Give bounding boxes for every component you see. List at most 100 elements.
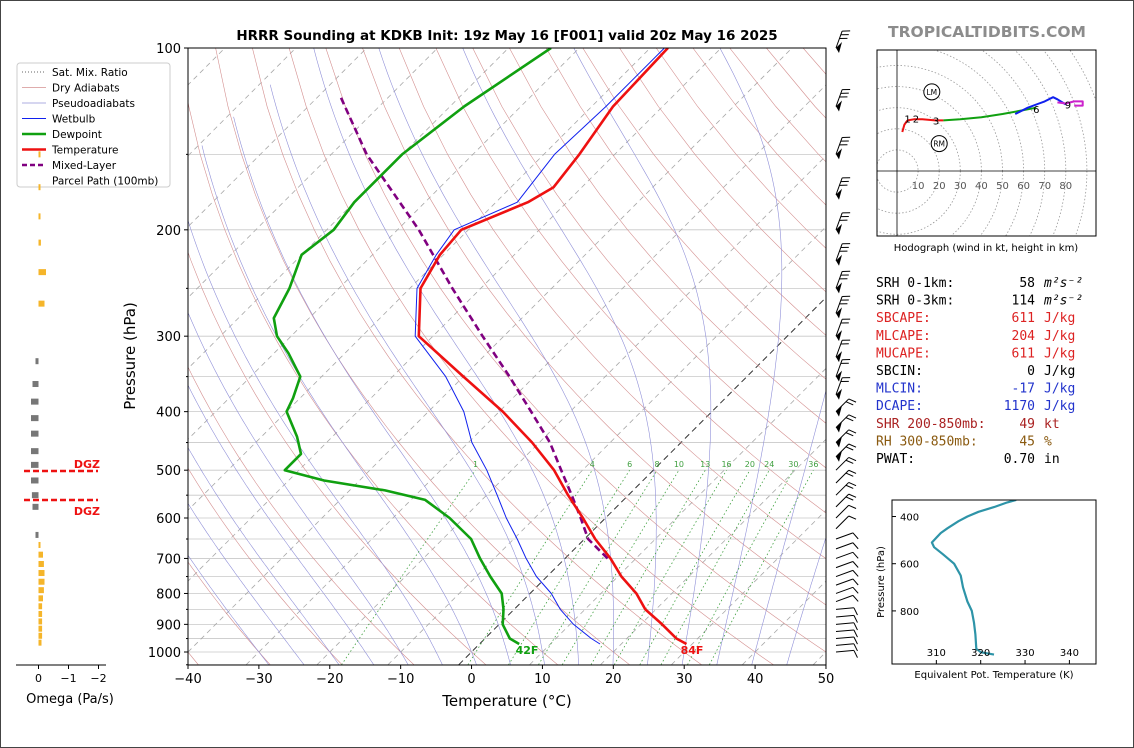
omega-tick-label: 0 [35, 672, 42, 685]
y-tick-label: 800 [156, 587, 181, 602]
y-tick-label: 500 [156, 464, 181, 479]
hodograph-panel: 10 20 30 40 50 60 70 80 1 2 3 6 9 LM RM Hodograph (wi… [876, 49, 1097, 254]
wind-barb-feather [845, 417, 854, 422]
wind-barb-staff [835, 271, 843, 289]
wind-barb-feather [852, 595, 859, 602]
legend-item: Parcel Path (100mb) [52, 176, 158, 188]
legend-items: Sat. Mix. Ratio Dry Adiabats Pseudoadiabat… [22, 67, 158, 188]
y-tick-label: 200 [156, 224, 181, 239]
param-value: 58 [1019, 276, 1035, 291]
x-tick-label: −20 [316, 672, 343, 687]
hodograph-height-label: 6 [1033, 105, 1039, 116]
legend-box [16, 62, 171, 188]
y-tick-label: 1000 [148, 646, 181, 661]
wind-barb-flag [836, 421, 842, 433]
wind-barb-flag [836, 254, 842, 266]
mixing-ratio-label: 20 [745, 460, 755, 469]
param-name: DCAPE: [876, 399, 923, 414]
skewt-grid: 1 4 6 8 10 13 16 20 24 30 36 [188, 48, 826, 665]
profile-dewpoint [272, 48, 552, 646]
theta-e-y-tick-label: 800 [900, 607, 919, 618]
wind-barb-staff [835, 243, 843, 261]
x-tick-label: 10 [534, 672, 551, 687]
mixing-ratio-label: 16 [721, 460, 731, 469]
wind-barb-staff [835, 578, 854, 586]
wind-barb-flag [836, 188, 842, 200]
wind-barb-staff [835, 551, 854, 559]
wind-barb-feather [848, 504, 857, 509]
wind-barb-staff [835, 532, 854, 540]
wind-barb [835, 212, 851, 235]
isotherm [458, 296, 826, 665]
wind-barb-feather [848, 481, 857, 487]
moist-adiabat [188, 446, 340, 665]
wind-barb-flag [836, 388, 842, 400]
wind-barb-staff [835, 137, 843, 155]
surface-dew-label: 42F [516, 644, 539, 657]
param-unit: m²s⁻² [1043, 276, 1083, 291]
wind-barb [835, 636, 858, 645]
omega-xlabel: Omega (Pa/s) [26, 692, 114, 707]
wind-barb-flag [836, 42, 842, 53]
param-unit: in [1044, 452, 1060, 467]
legend-item: Mixed-Layer [22, 160, 117, 172]
param-unit: J/kg [1044, 311, 1075, 326]
wind-barb-flag [836, 436, 842, 448]
wind-barb-feather [845, 446, 854, 451]
dry-adiabat [188, 251, 487, 665]
dry-adiabat [215, 48, 630, 665]
wind-barb [835, 561, 859, 569]
wind-barb-staff [835, 636, 854, 640]
hodograph-ring-label: 50 [996, 181, 1009, 192]
wind-barb-staff [835, 377, 843, 395]
param-name: MLCIN: [876, 382, 923, 397]
omega-bar [38, 610, 43, 617]
param-unit: % [1044, 434, 1052, 449]
wind-barb [835, 515, 857, 530]
hodograph-ring-label: 10 [912, 181, 925, 192]
wind-barb [835, 614, 858, 623]
omega-axis: 0 −1 −2 [16, 664, 107, 685]
wind-barb-feather [848, 398, 857, 403]
wind-barb-feather [845, 401, 854, 406]
wind-barb-feather [845, 496, 854, 501]
wind-barb-flag [836, 100, 842, 112]
wind-barb-flag [836, 351, 842, 363]
omega-bar [38, 603, 43, 610]
hodograph-segment [901, 119, 909, 133]
wind-barb [835, 586, 859, 594]
omega-panel: 0 −1 −2 Omega (Pa/s) DGZ DGZ [16, 151, 114, 707]
wind-barb-column [835, 30, 859, 658]
omega-bar [38, 213, 41, 220]
moist-adiabat [716, 48, 783, 665]
moist-adiabat [751, 389, 826, 665]
param-unit: kt [1044, 417, 1060, 432]
wind-barb-feather [848, 456, 857, 462]
param-name: PWAT: [876, 452, 915, 467]
legend-item: Sat. Mix. Ratio [22, 67, 128, 79]
hodograph-height-label: 2 [913, 114, 919, 125]
wind-barb-staff [835, 649, 854, 653]
wind-barb-staff [835, 340, 843, 358]
moist-adiabat [188, 502, 305, 665]
legend-item: Dewpoint [22, 129, 102, 141]
dry-adiabat [472, 48, 826, 469]
profile-temperature [417, 48, 688, 646]
mixing-ratio-line [508, 469, 630, 665]
isotherm [188, 48, 509, 370]
wind-barb-staff [835, 515, 850, 530]
omega-bar [38, 151, 41, 158]
wind-barb-feather [848, 469, 857, 474]
wind-barb-flag [836, 307, 842, 319]
hodograph-ring-label: 70 [1038, 181, 1051, 192]
hodograph-ring-label: 80 [1059, 181, 1072, 192]
param-value: 0 [1027, 364, 1035, 379]
wind-barb-feather [852, 586, 859, 594]
omega-bar [38, 578, 45, 585]
wind-barb-staff [835, 607, 854, 610]
hodograph-segment [1014, 96, 1067, 115]
param-value: 611 [1012, 346, 1035, 361]
omega-bar [38, 239, 41, 246]
wind-barb-feather [848, 515, 857, 520]
wind-barb [835, 414, 857, 433]
